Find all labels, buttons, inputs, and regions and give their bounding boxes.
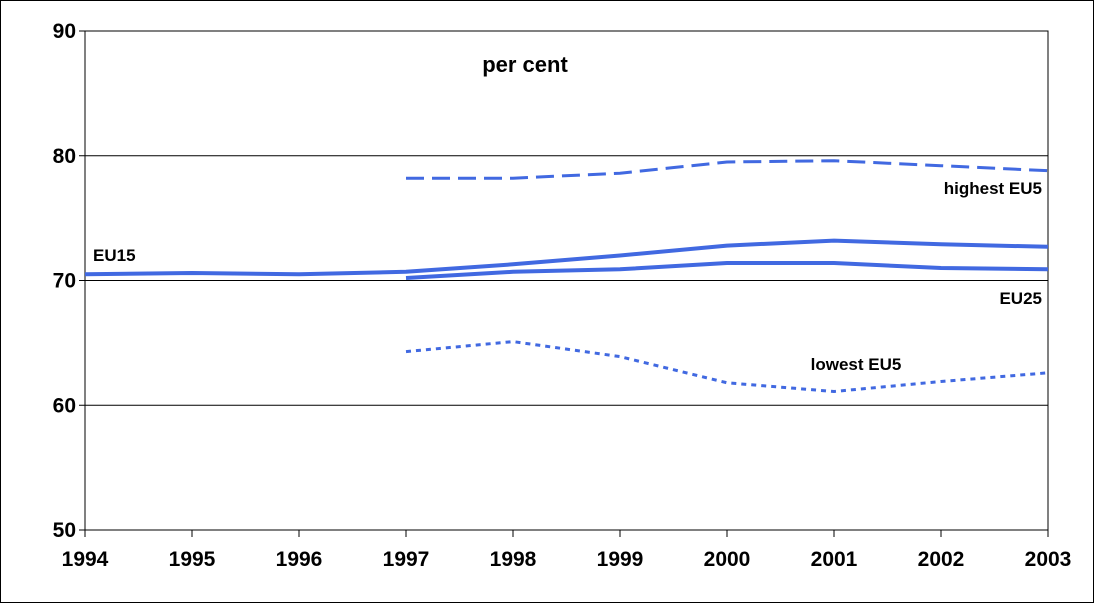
- series-line-eu25: [405, 261, 1049, 280]
- y-tick-label-70: 70: [53, 270, 76, 293]
- labels: per cent 50 60 70 80 90 1994 1995 1996 1997 1998 1…: [53, 20, 1072, 571]
- series-line-highest-eu5: [406, 159, 1049, 180]
- x-tick-label-1998: 1998: [490, 548, 537, 571]
- series-label-lowest-eu5: lowest EU5: [811, 355, 902, 374]
- y-tick-label-60: 60: [53, 394, 76, 417]
- x-tick-label-1997: 1997: [383, 548, 430, 571]
- x-tick-label-1999: 1999: [597, 548, 644, 571]
- series-label-eu15: EU15: [93, 246, 136, 265]
- series-lines: [84, 159, 1049, 393]
- y-tick-label-90: 90: [53, 20, 76, 43]
- y-tick-label-50: 50: [53, 519, 76, 542]
- x-tick-label-1996: 1996: [276, 548, 323, 571]
- chart-title: per cent: [482, 52, 568, 77]
- x-tick-label-1995: 1995: [169, 548, 216, 571]
- series-label-highest-eu5: highest EU5: [944, 179, 1042, 198]
- axes: [79, 30, 1049, 537]
- x-tick-label-2001: 2001: [811, 548, 858, 571]
- x-tick-label-2002: 2002: [918, 548, 965, 571]
- series-line-lowest-eu5: [405, 340, 1049, 393]
- y-tick-label-80: 80: [53, 145, 76, 168]
- series-line-eu15: [84, 238, 1049, 277]
- x-tick-label-2003: 2003: [1025, 548, 1072, 571]
- series-label-eu25: EU25: [999, 289, 1042, 308]
- x-tick-label-1994: 1994: [62, 548, 109, 571]
- x-tick-label-2000: 2000: [704, 548, 751, 571]
- gridlines: [85, 155, 1048, 406]
